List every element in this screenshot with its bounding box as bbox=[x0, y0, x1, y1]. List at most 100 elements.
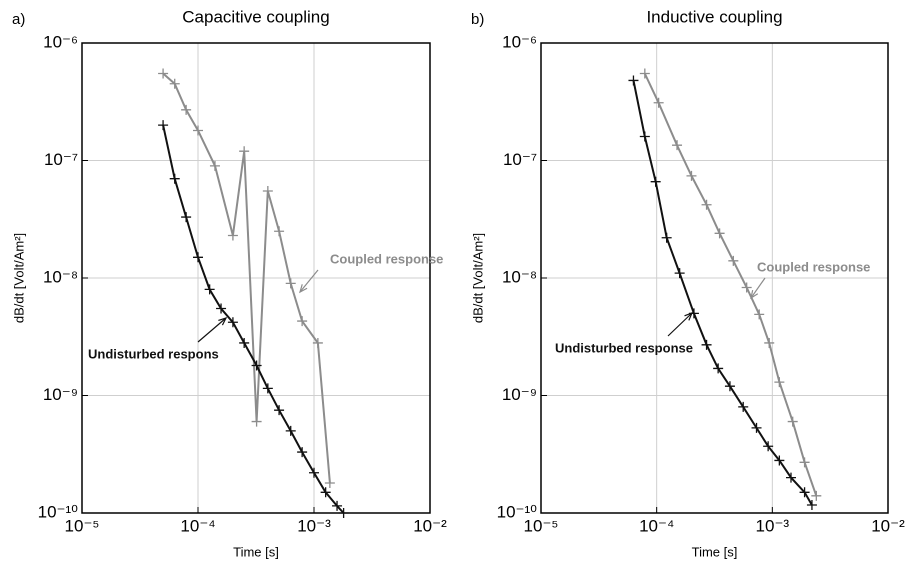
y-tick-label: 10⁻⁸ bbox=[43, 267, 78, 286]
chart-title: Inductive coupling bbox=[646, 7, 782, 26]
point-marker bbox=[285, 425, 296, 436]
x-tick-label: 10⁻⁴ bbox=[639, 516, 674, 535]
y-tick-label: 10⁻⁸ bbox=[502, 267, 537, 286]
x-tick-label: 10⁻² bbox=[871, 516, 905, 535]
point-marker bbox=[227, 317, 238, 328]
point-marker bbox=[181, 212, 192, 223]
y-tick-label: 10⁻⁷ bbox=[44, 150, 78, 169]
x-tick-label: 10⁻⁴ bbox=[180, 516, 215, 535]
point-marker bbox=[787, 416, 798, 427]
point-marker bbox=[181, 104, 192, 115]
y-tick-label: 10⁻⁶ bbox=[502, 32, 537, 51]
point-marker bbox=[158, 120, 169, 131]
point-marker bbox=[799, 457, 810, 468]
point-marker bbox=[724, 381, 735, 392]
series-line bbox=[643, 73, 818, 497]
point-marker bbox=[251, 360, 262, 371]
point-marker bbox=[204, 284, 215, 295]
point-marker bbox=[686, 170, 697, 181]
point-marker bbox=[639, 68, 650, 79]
point-marker bbox=[312, 337, 323, 348]
point-marker bbox=[674, 268, 685, 279]
point-marker bbox=[216, 303, 227, 314]
point-marker bbox=[728, 255, 739, 266]
point-marker bbox=[338, 508, 349, 518]
y-tick-label: 10⁻¹⁰ bbox=[38, 502, 79, 521]
point-marker bbox=[661, 232, 672, 243]
y-tick-label: 10⁻¹⁰ bbox=[497, 502, 538, 521]
point-marker bbox=[763, 441, 774, 452]
arrow-head bbox=[684, 311, 694, 321]
x-tick-label: 10⁻⁵ bbox=[65, 516, 100, 535]
series-line bbox=[162, 124, 345, 514]
point-marker bbox=[751, 422, 762, 433]
point-marker bbox=[209, 160, 220, 171]
y-axis-label: dB/dt [Volt/Am²] bbox=[11, 233, 26, 323]
point-marker bbox=[193, 125, 203, 136]
label-arrow bbox=[667, 312, 693, 337]
series-label: Undisturbed respons bbox=[88, 346, 219, 361]
point-marker bbox=[285, 278, 296, 289]
point-marker bbox=[806, 499, 817, 510]
y-tick-label: 10⁻⁹ bbox=[502, 385, 537, 404]
panel-label: a) bbox=[12, 11, 25, 28]
plot-frame bbox=[81, 42, 431, 514]
point-marker bbox=[169, 173, 180, 184]
point-marker bbox=[320, 487, 331, 498]
point-marker bbox=[701, 199, 712, 210]
point-marker bbox=[324, 478, 335, 489]
point-marker bbox=[193, 252, 203, 263]
point-marker bbox=[227, 230, 238, 241]
point-marker bbox=[297, 447, 308, 458]
x-tick-label: 10⁻⁵ bbox=[524, 516, 559, 535]
point-marker bbox=[811, 490, 822, 501]
point-marker bbox=[785, 472, 796, 483]
point-marker bbox=[650, 176, 661, 187]
point-marker bbox=[764, 337, 775, 348]
y-tick-label: 10⁻⁹ bbox=[43, 385, 78, 404]
point-marker bbox=[701, 339, 712, 350]
series-line bbox=[162, 72, 331, 484]
point-marker bbox=[713, 363, 724, 374]
point-marker bbox=[714, 228, 725, 239]
y-axis-label: dB/dt [Volt/Am²] bbox=[470, 233, 485, 323]
point-marker bbox=[262, 186, 273, 197]
point-marker bbox=[274, 226, 285, 237]
point-marker bbox=[262, 383, 273, 394]
point-marker bbox=[332, 500, 343, 511]
point-marker bbox=[628, 75, 639, 86]
chart-title: Capacitive coupling bbox=[182, 7, 329, 26]
x-tick-label: 10⁻³ bbox=[756, 516, 790, 535]
label-arrow bbox=[750, 277, 766, 299]
y-tick-label: 10⁻⁷ bbox=[503, 150, 537, 169]
panel-label: b) bbox=[471, 11, 484, 28]
point-marker bbox=[639, 131, 650, 142]
point-marker bbox=[274, 405, 285, 416]
point-marker bbox=[239, 146, 250, 157]
point-marker bbox=[799, 487, 810, 498]
point-marker bbox=[774, 377, 785, 388]
point-marker bbox=[239, 337, 250, 348]
plot-frame bbox=[540, 42, 889, 514]
point-marker bbox=[672, 140, 683, 151]
arrow-head bbox=[218, 316, 228, 326]
point-marker bbox=[158, 68, 169, 79]
arrow-head bbox=[299, 284, 308, 294]
x-axis-label: Time [s] bbox=[233, 544, 279, 559]
arrow-head bbox=[750, 290, 759, 300]
label-arrow bbox=[299, 269, 319, 293]
x-axis-label: Time [s] bbox=[692, 544, 738, 559]
y-tick-label: 10⁻⁶ bbox=[43, 32, 78, 51]
point-marker bbox=[297, 316, 308, 327]
point-marker bbox=[738, 401, 749, 412]
point-marker bbox=[754, 309, 765, 320]
series-label: Coupled response bbox=[757, 259, 870, 274]
label-arrow bbox=[197, 317, 227, 343]
point-marker bbox=[653, 97, 664, 108]
x-tick-label: 10⁻² bbox=[413, 516, 447, 535]
point-marker bbox=[774, 455, 785, 466]
series-line bbox=[632, 80, 813, 506]
point-marker bbox=[741, 282, 752, 293]
x-tick-label: 10⁻³ bbox=[297, 516, 331, 535]
